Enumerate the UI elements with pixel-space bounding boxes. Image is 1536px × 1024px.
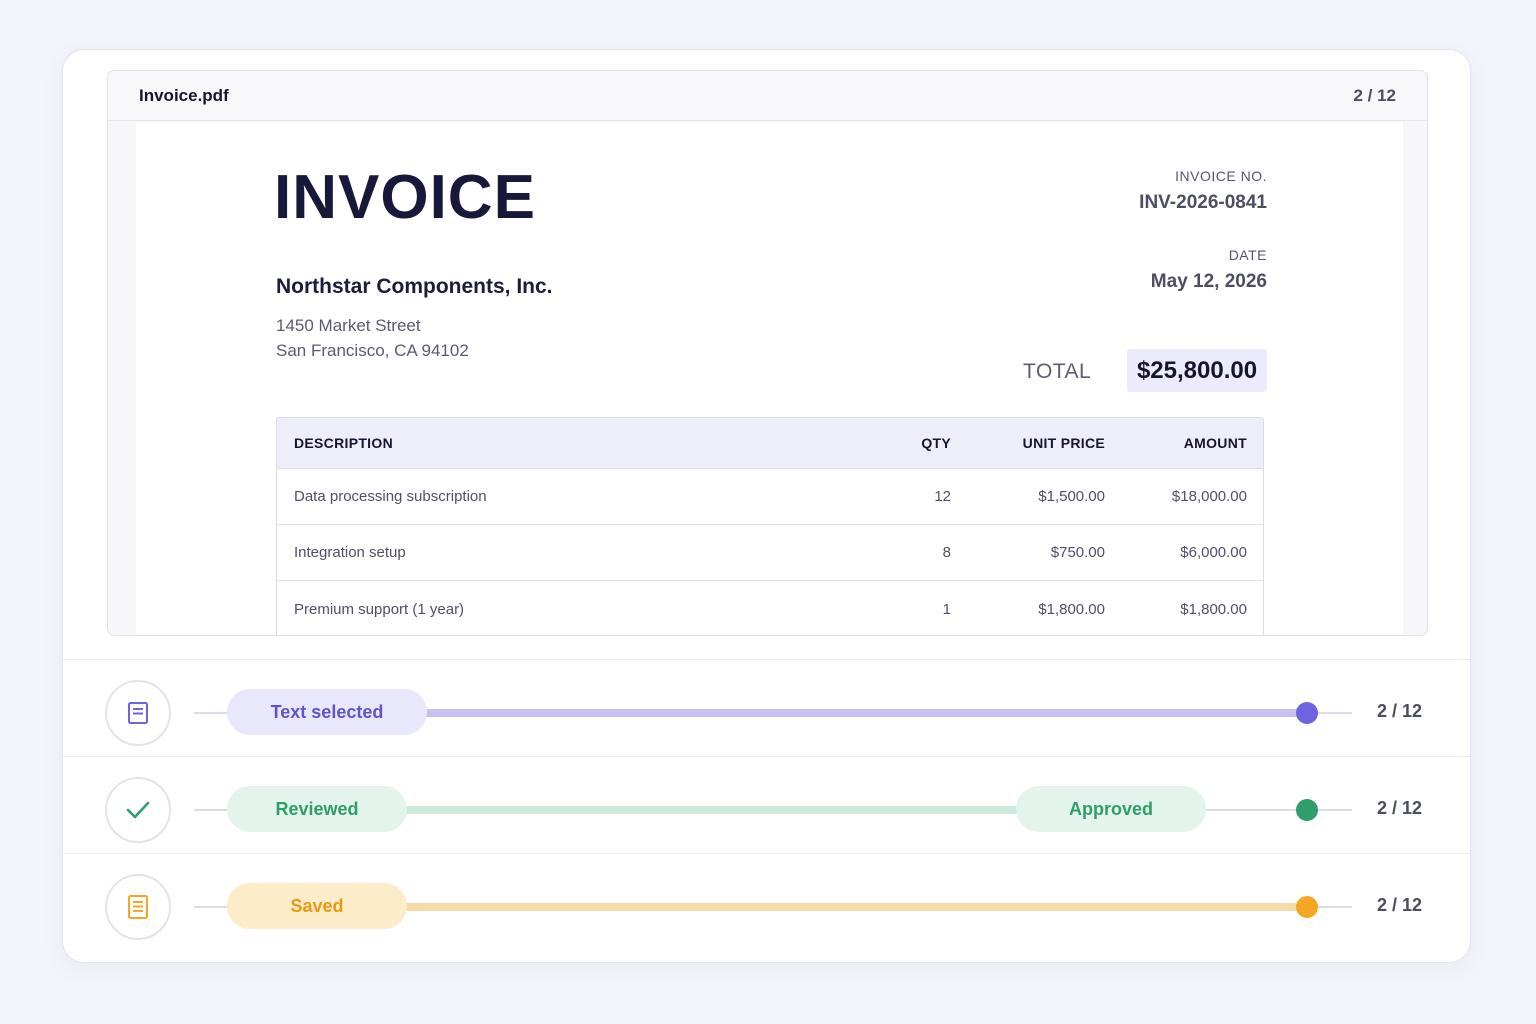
check-icon[interactable] (105, 777, 171, 843)
progress-fill (253, 709, 1307, 717)
check-icon-glyph (126, 801, 150, 819)
invoice-date[interactable]: May 12, 2026 (1150, 271, 1267, 292)
file-name: Invoice.pdf (139, 85, 229, 105)
row-page-counter: 2 / 12 (1377, 895, 1423, 915)
row-page-counter: 2 / 12 (1377, 798, 1423, 818)
column-header-qty: QTY (837, 418, 951, 469)
invoice-review-card: Invoice.pdf 2 / 12 INVOICE Northstar Com… (62, 49, 1471, 963)
page-counter: 2 / 12 (1353, 85, 1396, 105)
column-header-description: DESCRIPTION (277, 418, 837, 469)
cell-qty: 12 (837, 469, 951, 525)
invoice-number[interactable]: INV-2026-0841 (1139, 192, 1267, 213)
progress-knob[interactable] (1296, 702, 1318, 724)
status-pill-saved[interactable]: Saved (227, 883, 407, 929)
pdf-viewer: Invoice.pdf 2 / 12 INVOICE Northstar Com… (107, 70, 1428, 636)
cell-unit-price: $1,500.00 (951, 469, 1105, 525)
cell-description: Integration setup (277, 525, 837, 581)
table-row[interactable]: Premium support (1 year) 1 $1,800.00 $1,… (277, 581, 1263, 635)
document-page: INVOICE Northstar Components, Inc. 1450 … (136, 122, 1403, 635)
column-header-unit-price: UNIT PRICE (951, 418, 1105, 469)
progress-fill (393, 806, 1023, 814)
cell-description: Premium support (1 year) (294, 600, 465, 618)
invoice-number-label: INVOICE NO. (1175, 168, 1267, 184)
row-page-counter: 2 / 12 (1377, 701, 1423, 721)
table-header-row: DESCRIPTION QTY UNIT PRICE AMOUNT (277, 418, 1263, 469)
total-label: TOTAL (1023, 360, 1092, 383)
cell-unit-price: $750.00 (951, 525, 1105, 581)
cell-description: Data processing subscription (277, 469, 837, 525)
status-pill-text-selected[interactable]: Text selected (227, 689, 427, 735)
progress-fill (363, 903, 1307, 911)
address-line-2[interactable]: San Francisco, CA 94102 (276, 341, 469, 360)
status-pill-approved[interactable]: Approved (1016, 786, 1206, 832)
cell-amount: $18,000.00 (1105, 469, 1263, 525)
status-row-saved: Saved 2 / 12 (63, 853, 1470, 950)
status-pill-reviewed[interactable]: Reviewed (227, 786, 407, 832)
notes-icon[interactable] (105, 874, 171, 940)
invoice-title: INVOICE (274, 163, 536, 232)
document-icon-glyph (128, 702, 148, 724)
cell-amount: $1,800.00 (1180, 600, 1247, 618)
cell-unit-price: $1,800.00 (1038, 600, 1105, 618)
cell-qty: 8 (837, 525, 951, 581)
progress-knob[interactable] (1296, 896, 1318, 918)
column-header-amount: AMOUNT (1105, 418, 1263, 469)
total-amount[interactable]: $25,800.00 (1127, 349, 1267, 392)
date-label: DATE (1228, 247, 1267, 263)
progress-knob[interactable] (1296, 799, 1318, 821)
viewer-header: Invoice.pdf 2 / 12 (108, 71, 1427, 121)
notes-icon-glyph (128, 895, 148, 919)
table-row[interactable]: Integration setup 8 $750.00 $6,000.00 (277, 525, 1263, 581)
status-row-reviewed: Reviewed Approved 2 / 12 (63, 756, 1470, 853)
status-row-text-selected: Text selected 2 / 12 (63, 659, 1470, 756)
company-name[interactable]: Northstar Components, Inc. (276, 275, 553, 298)
document-icon[interactable] (105, 680, 171, 746)
address-line-1[interactable]: 1450 Market Street (276, 316, 421, 335)
table-row[interactable]: Data processing subscription 12 $1,500.0… (277, 469, 1263, 525)
cell-qty: 1 (942, 600, 951, 618)
line-items-table: DESCRIPTION QTY UNIT PRICE AMOUNT Data p… (276, 417, 1264, 635)
cell-amount: $6,000.00 (1105, 525, 1263, 581)
